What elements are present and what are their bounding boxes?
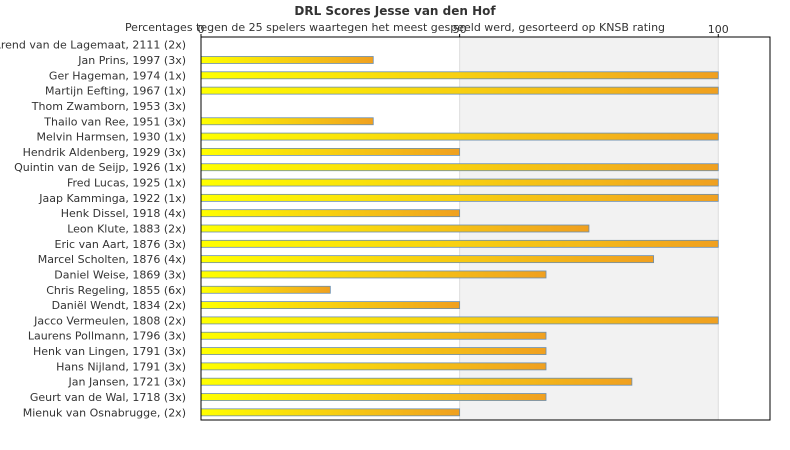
category-label: Melvin Harmsen, 1930 (1x) [37,131,186,144]
category-label: Marcel Scholten, 1876 (4x) [38,253,186,266]
category-label: Leon Klute, 1883 (2x) [67,223,186,236]
bar [200,408,461,417]
bar [200,147,461,156]
category-label: Hans Nijland, 1791 (3x) [56,360,186,373]
x-tick-label: 50 [453,23,467,36]
bar [200,239,719,248]
category-label: Thom Zwamborn, 1953 (3x) [31,100,186,113]
category-label: Laurens Pollmann, 1796 (3x) [28,330,186,343]
category-label: Jan Jansen, 1721 (3x) [68,376,186,389]
bar [200,193,719,202]
category-label: Quintin van de Seijp, 1926 (1x) [14,161,186,174]
bar [200,224,590,233]
category-label: Chris Regeling, 1855 (6x) [46,284,186,297]
category-labels: Arend van de Lagemaat, 2111 (2x) Jan Prin… [0,39,186,420]
bar [200,163,719,172]
category-label: Daniël Wendt, 1834 (2x) [52,299,186,312]
plot-band [718,37,770,420]
category-label: Fred Lucas, 1925 (1x) [67,177,186,190]
x-tick-label: 0 [198,23,205,36]
category-label: Hendrik Aldenberg, 1929 (3x) [23,146,186,159]
bar [200,393,547,401]
bar [200,178,719,187]
category-label: Martijn Eefting, 1967 (1x) [45,85,186,98]
bar [200,132,719,141]
bar [200,316,719,325]
category-label: Jaap Kamminga, 1922 (1x) [38,192,186,205]
category-label: Daniel Weise, 1869 (3x) [54,268,186,281]
bar [200,255,655,264]
category-label: Jacco Vermeulen, 1808 (2x) [33,314,186,327]
plot-bands [201,37,770,420]
category-label: Ger Hageman, 1974 (1x) [49,69,186,82]
bar [200,209,461,218]
bar [200,301,461,310]
bar [200,331,547,340]
bar [200,86,719,95]
x-tick-label: 100 [708,23,729,36]
category-label: Mienuk van Osnabrugge, (2x) [23,406,186,419]
chart-title: DRL Scores Jesse van den Hof [294,4,496,18]
category-label: Henk van Lingen, 1791 (3x) [33,345,186,358]
bars [200,56,719,417]
bar [200,362,547,371]
category-label: Thailo van Ree, 1951 (3x) [43,115,186,128]
bar [200,71,719,80]
bar [200,347,547,355]
bar [200,270,547,279]
category-label: Eric van Aart, 1876 (3x) [55,238,186,251]
category-label: Jan Prins, 1997 (3x) [77,54,186,67]
bar [200,377,633,386]
bar [200,285,331,294]
chart-subtitle: Percentages tegen de 25 spelers waartege… [124,21,666,34]
category-label: Arend van de Lagemaat, 2111 (2x) [0,39,186,52]
x-axis-ticks: 0 50 100 [198,23,729,37]
category-label: Henk Dissel, 1918 (4x) [61,207,186,220]
bar [200,117,374,126]
bar [200,56,374,64]
category-label: Geurt van de Wal, 1718 (3x) [30,391,186,404]
plot-frame [200,36,771,421]
